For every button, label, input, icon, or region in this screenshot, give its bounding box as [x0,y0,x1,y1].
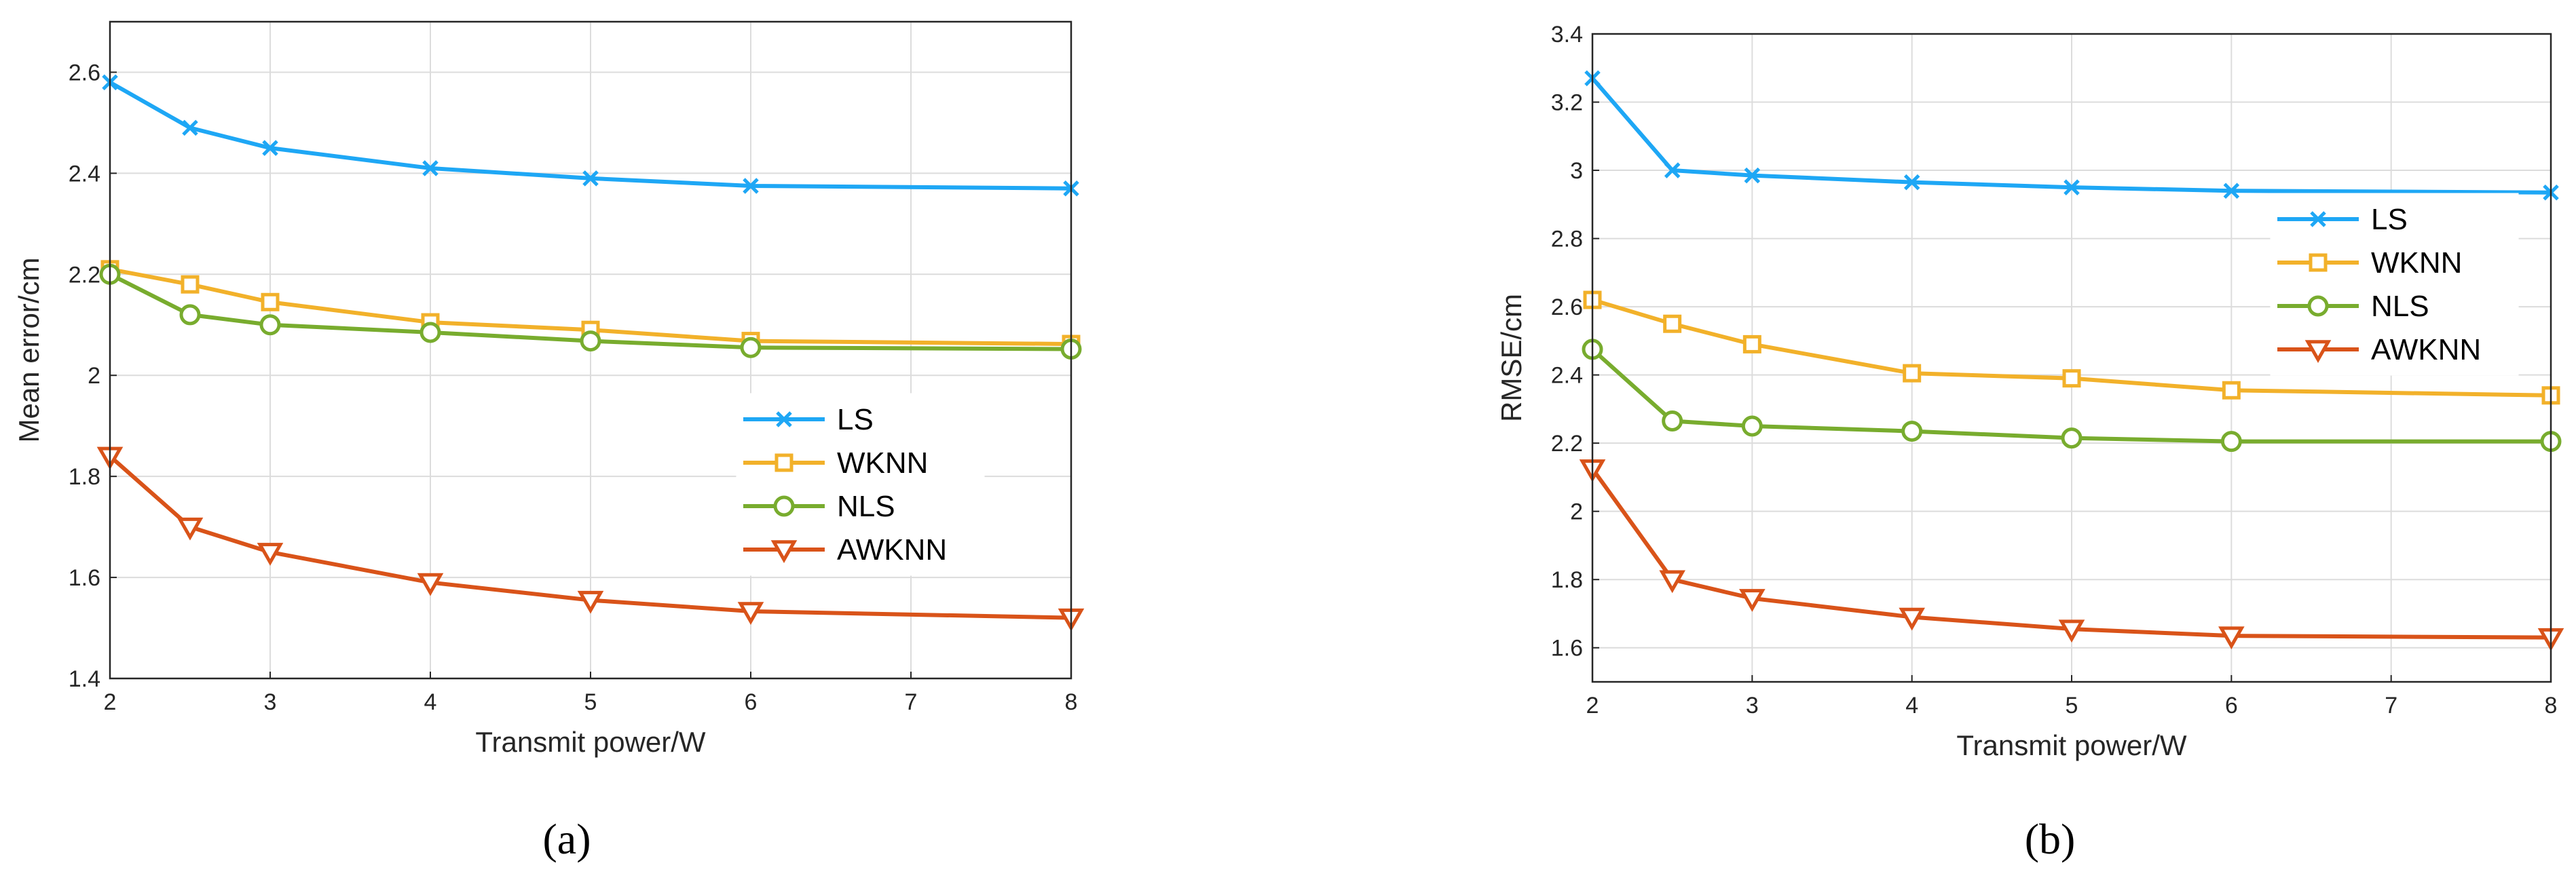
data-point-ls [422,160,438,176]
data-point-ls [2064,179,2080,195]
legend-marker-awknn [770,540,798,564]
x-tick-label: 3 [264,689,277,715]
data-point-nls [1741,415,1763,437]
legend-label-ls: LS [837,403,874,436]
data-point-awknn [257,543,284,566]
chart-a-mean-error: 2 3 4 5 6 7 8 1.4 1.6 1.8 2 2.2 2.4 2.6 Transmit power… [13,20,1085,863]
x-tick-label: 5 [2066,693,2078,718]
x-axis-label: Transmit power/W [475,726,706,758]
data-point-nls [1662,410,1683,432]
panel-label: (a) [542,815,591,863]
data-point-ls [2223,183,2240,199]
plot-frame [109,20,1072,680]
legend-label-awknn: AWKNN [2371,333,2481,366]
x-tick-label: 4 [424,689,437,715]
legend-marker-nls [2307,295,2329,317]
data-point-wknn [1903,364,1922,383]
data-point-ls [1903,174,1920,191]
x-tick-label: 8 [2545,693,2558,718]
legend: LS WKNN NLS AWKNN [736,393,985,576]
y-axis-label: RMSE/cm [1495,294,1527,422]
data-point-wknn [261,292,280,311]
y-tick-label: 1.8 [69,464,100,490]
x-tick-label: 4 [1905,693,1918,718]
data-point-nls [2061,427,2083,449]
legend-label-wknn: WKNN [2371,246,2462,280]
legend-marker-ls [776,411,792,427]
y-tick-label: 2 [88,363,100,389]
y-axis-label: Mean error/cm [13,257,45,442]
x-tick-label: 3 [1746,693,1759,718]
data-point-awknn [2058,619,2085,643]
x-tick-label: 8 [1065,689,1078,715]
y-tick-label: 1.6 [1551,636,1583,662]
x-tick-label: 2 [1586,693,1599,718]
data-point-awknn [1739,589,1766,612]
y-tick-label: 1.6 [69,565,100,591]
data-point-ls [182,119,198,136]
data-point-awknn [737,602,764,626]
legend-label-nls: NLS [2371,290,2429,323]
x-tick-label: 5 [584,689,597,715]
data-point-awknn [2218,626,2245,650]
y-tick-label: 2.4 [1551,363,1583,389]
data-point-ls [1744,167,1761,184]
data-point-nls [580,330,601,352]
data-point-ls [743,178,759,194]
x-tick-label: 7 [905,689,918,715]
data-point-awknn [1659,570,1685,594]
legend-marker-wknn [774,453,794,472]
data-point-nls [1901,421,1923,442]
y-tick-label: 3 [1570,158,1583,184]
data-point-wknn [2062,369,2081,388]
x-tick-label: 7 [2385,693,2397,718]
data-point-awknn [417,573,444,596]
plot-frame [1591,33,2552,683]
y-tick-label: 2.6 [1551,294,1583,320]
y-tick-label: 2.2 [69,262,100,288]
data-point-nls [259,314,281,336]
y-tick-label: 3.2 [1551,90,1583,116]
data-point-awknn [1899,607,1925,631]
data-point-nls [179,304,201,326]
legend-marker-wknn [2309,253,2328,272]
y-tick-label: 1.8 [1551,567,1583,593]
x-tick-label: 6 [745,689,758,715]
legend-label-nls: NLS [837,490,895,523]
data-point-wknn [2222,381,2241,400]
legend: LS WKNN NLS AWKNN [2270,193,2519,376]
y-tick-label: 2.8 [1551,227,1583,252]
legend-label-ls: LS [2371,203,2408,236]
legend-marker-awknn [2304,340,2332,364]
y-tick-label: 2.6 [69,60,100,85]
x-axis-label: Transmit power/W [1956,729,2187,761]
data-point-ls [262,140,278,156]
data-point-nls [2220,431,2242,453]
legend-marker-nls [773,495,795,517]
data-point-awknn [577,590,604,614]
y-tick-label: 2.4 [69,161,100,187]
legend-label-awknn: AWKNN [837,533,947,567]
y-tick-label: 3.4 [1551,22,1583,47]
data-point-wknn [1742,334,1761,353]
data-point-awknn [176,517,204,541]
data-point-ls [1664,162,1681,178]
data-point-nls [740,337,762,358]
legend-marker-ls [2310,211,2326,227]
y-tick-label: 2 [1570,499,1583,525]
legend-label-wknn: WKNN [837,446,928,480]
data-point-nls [419,322,441,343]
x-tick-label: 6 [2225,693,2238,718]
chart-b-rmse: 2 3 4 5 6 7 8 1.6 1.8 2 2.2 2.4 2.6 2.8 3 3.2 3.4 Transmi… [1495,22,2564,863]
y-tick-label: 2.2 [1551,431,1583,457]
data-point-ls [582,170,599,187]
data-point-wknn [1663,314,1682,333]
data-point-wknn [181,275,200,294]
y-tick-label: 1.4 [69,666,100,692]
x-tick-label: 2 [104,689,117,715]
panel-label: (b) [2025,815,2076,863]
